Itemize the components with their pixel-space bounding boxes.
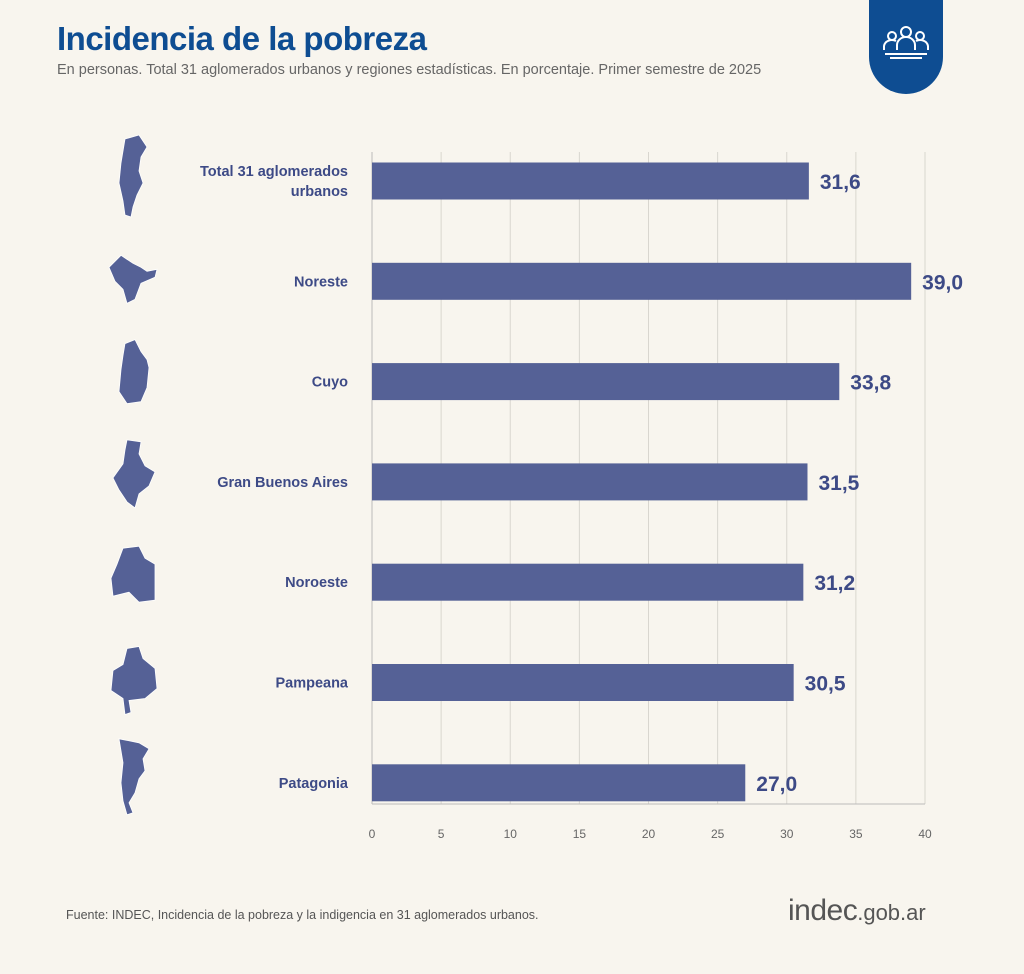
category-label: Cuyo [312,375,348,391]
value-label: 31,2 [814,572,855,595]
x-tick-label: 30 [780,827,794,841]
page-subtitle: En personas. Total 31 aglomerados urbano… [57,62,762,78]
bar [372,162,809,200]
region-map-icon [108,254,158,304]
bar [372,363,840,401]
region-map-icon [110,646,158,716]
x-tick-label: 25 [711,827,725,841]
region-shape [118,738,150,816]
x-tick-label: 0 [369,827,376,841]
x-tick-label: 20 [642,827,656,841]
category-label-line: Noreste [294,274,348,290]
region-shape [118,339,150,405]
value-label: 39,0 [922,271,963,294]
x-tick-label: 35 [849,827,863,841]
x-tick-label: 15 [573,827,587,841]
logo-suffix: .gob.ar [857,900,926,925]
page-title: Incidencia de la pobreza [57,20,427,57]
category-label-line: Patagonia [279,776,349,792]
region-shape [110,646,158,716]
category-label: Gran Buenos Aires [217,475,348,491]
value-label: 31,6 [820,171,861,194]
region-shape [118,134,148,218]
x-tick-label: 40 [918,827,932,841]
region-maps [108,134,158,816]
category-label-line: Gran Buenos Aires [217,475,348,491]
category-label-line: Cuyo [312,375,348,391]
category-label: Total 31 aglomerados urbanos [200,164,348,200]
value-label: 31,5 [818,472,859,495]
category-label: Pampeana [275,676,348,692]
region-map-icon [118,134,148,218]
bar [372,764,746,802]
region-shape [110,545,156,603]
region-map-icon [118,738,150,816]
bar [372,664,794,701]
logo-main: indec [788,894,858,927]
category-label-line: Pampeana [275,676,348,692]
bar [372,463,808,501]
region-map-icon [110,545,156,603]
people-group-icon [883,26,929,59]
region-shape [112,439,156,509]
source-note: Fuente: INDEC, Incidencia de la pobreza … [66,908,539,922]
value-label: 30,5 [805,673,846,696]
x-tick-labels: 0 5 10 15 20 25 30 35 40 [369,827,932,841]
indec-logo[interactable]: indec.gob.ar [788,894,926,928]
region-map-icon [112,439,156,509]
value-label: 27,0 [756,773,797,796]
bar [372,262,912,300]
category-label-line: Total 31 aglomerados [200,164,348,180]
category-label-line: Noroeste [285,575,348,591]
category-label-line: urbanos [291,184,348,200]
region-map-icon [118,339,150,405]
header-badge [869,0,943,94]
poverty-bar-chart: Total 31 aglomerados urbanos Noreste Cuyo Gr… [108,134,963,841]
category-label: Noroeste [285,575,348,591]
chart-bars [372,162,912,802]
value-labels: 31,6 39,0 33,8 31,5 31,2 30,5 27,0 [756,171,963,796]
category-label: Noreste [294,274,348,290]
region-shape [108,254,158,304]
bar [372,563,804,601]
x-tick-label: 10 [504,827,518,841]
value-label: 33,8 [850,372,891,395]
category-labels: Total 31 aglomerados urbanos Noreste Cuyo Gr… [200,164,349,792]
x-tick-label: 5 [438,827,445,841]
category-label: Patagonia [279,776,349,792]
